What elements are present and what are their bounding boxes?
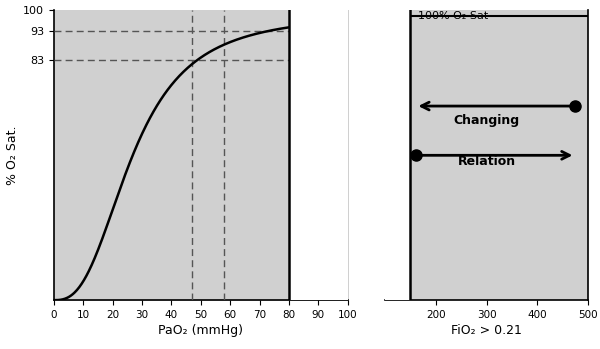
- Bar: [385, 10, 410, 300]
- Text: Changing: Changing: [454, 114, 520, 127]
- Text: Relation: Relation: [457, 155, 515, 168]
- X-axis label: FiO₂ > 0.21: FiO₂ > 0.21: [451, 324, 522, 337]
- Bar: [289, 10, 348, 300]
- Y-axis label: % O₂ Sat.: % O₂ Sat.: [6, 126, 19, 185]
- X-axis label: PaO₂ (mmHg): PaO₂ (mmHg): [158, 324, 244, 337]
- Text: 100% O₂ Sat: 100% O₂ Sat: [418, 11, 488, 21]
